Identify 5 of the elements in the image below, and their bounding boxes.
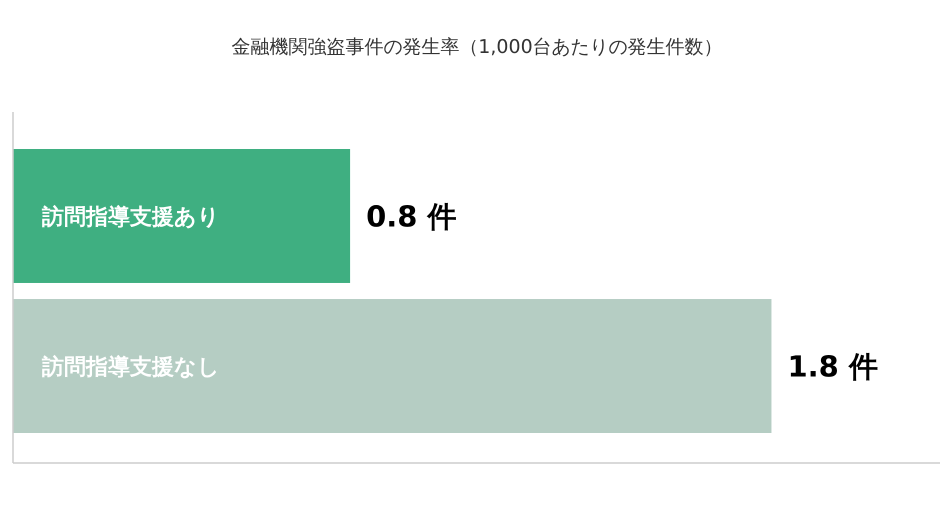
- y-tick-label: 訪問指導支援なし: [41, 354, 220, 380]
- data-label: 1.8 件: [787, 349, 878, 384]
- data-label: 0.8 件: [366, 199, 457, 234]
- chart-title: 金融機関強盗事件の発生率（1,000台あたりの発生件数）: [231, 36, 723, 58]
- y-tick-label: 訪問指導支援あり: [41, 204, 220, 230]
